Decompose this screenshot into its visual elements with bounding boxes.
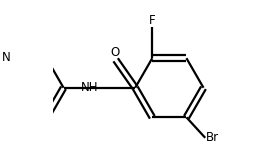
- Text: NH: NH: [81, 81, 99, 94]
- Text: N: N: [2, 51, 10, 64]
- Text: Br: Br: [206, 131, 219, 144]
- Text: F: F: [149, 14, 156, 27]
- Text: O: O: [110, 46, 120, 59]
